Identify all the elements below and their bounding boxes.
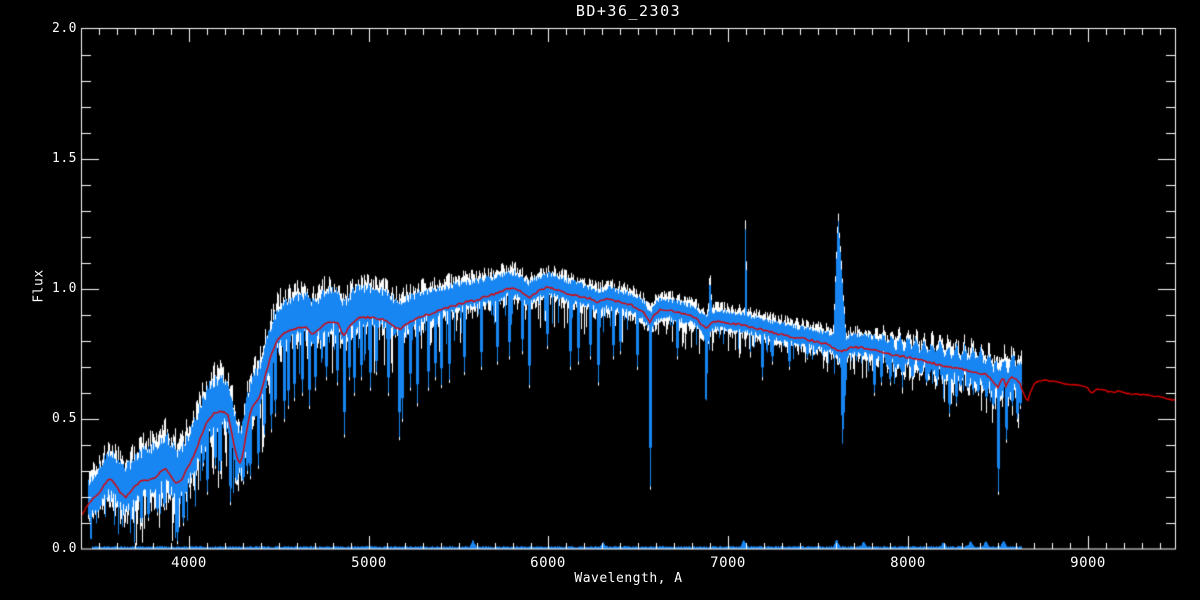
y-tick-label: 2.0 [52, 21, 77, 36]
plot-title: BD+36_2303 [575, 2, 682, 20]
x-tick-label: 8000 [890, 555, 926, 571]
x-tick-label: 9000 [1070, 555, 1106, 571]
x-tick-label: 7000 [710, 555, 746, 571]
y-tick-label: 0.5 [52, 411, 77, 426]
x-tick-label: 6000 [530, 555, 566, 571]
y-tick-label: 1.0 [52, 281, 77, 296]
y-tick-label: 0.0 [52, 541, 77, 556]
y-tick-label: 1.5 [52, 151, 77, 166]
x-tick-label: 4000 [171, 555, 207, 571]
x-tick-label: 5000 [351, 555, 387, 571]
x-axis-label: Wavelength, A [574, 571, 683, 586]
y-axis-label: Flux [31, 269, 47, 303]
